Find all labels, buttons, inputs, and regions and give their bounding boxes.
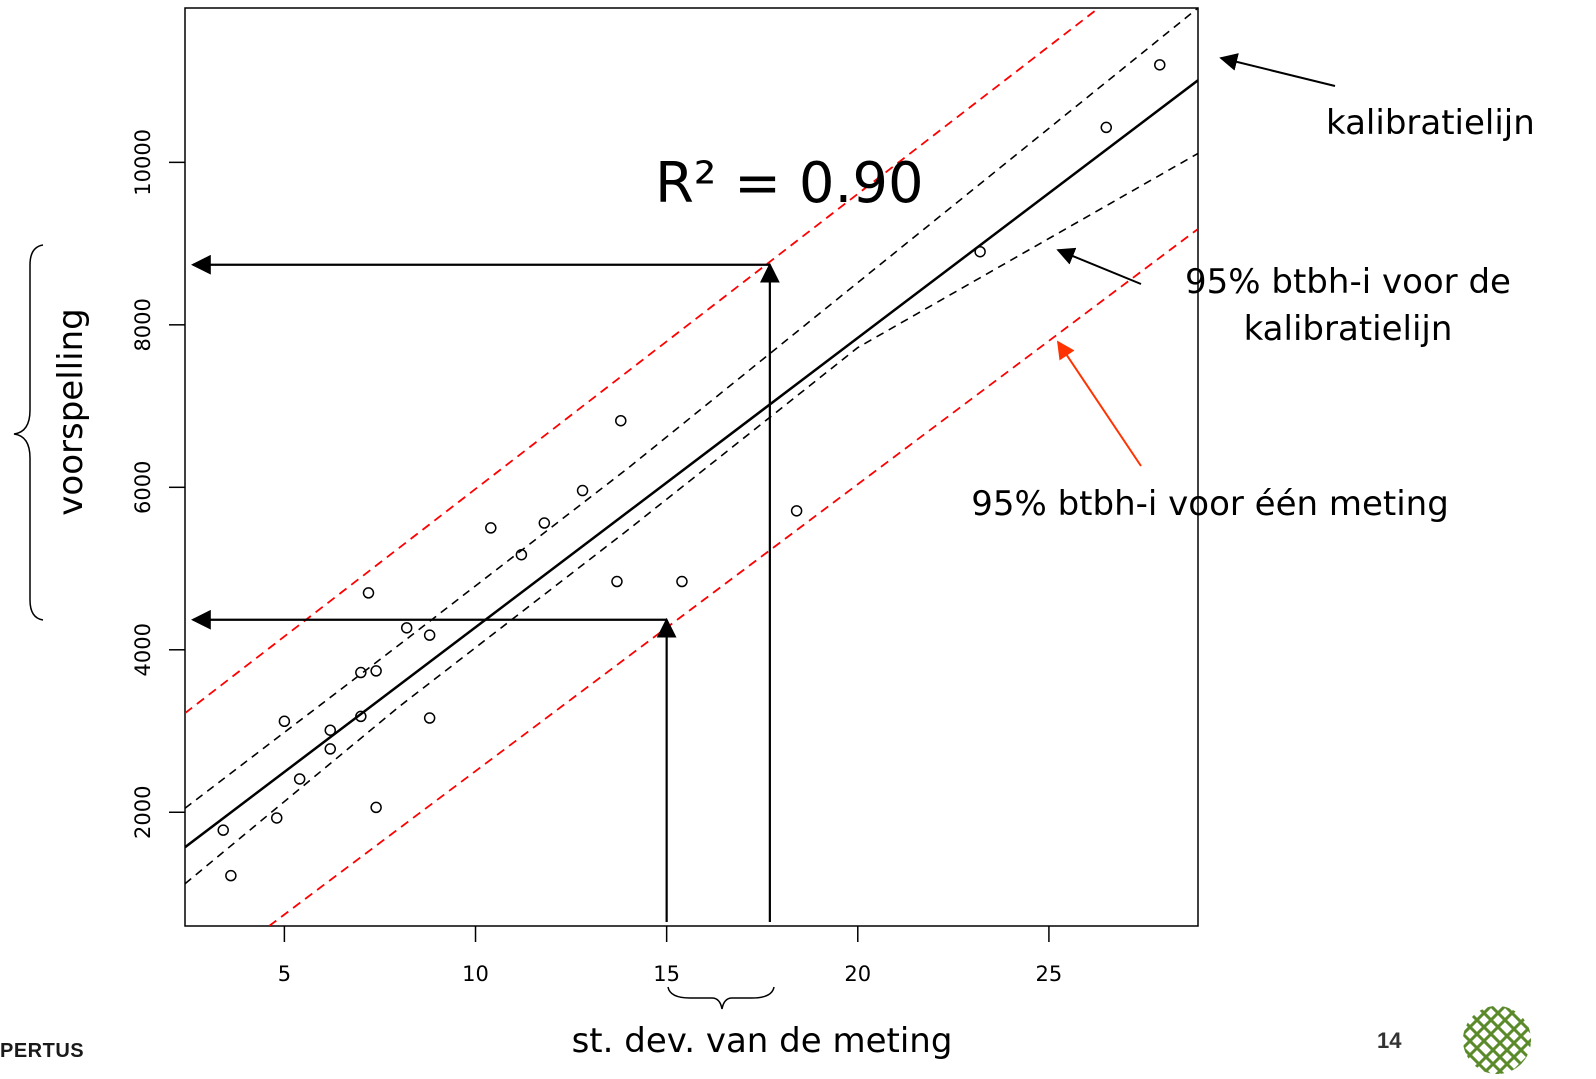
data-point: [615, 414, 627, 427]
prediction-band-upper: [185, 8, 1100, 714]
page-number: 14: [1377, 1028, 1402, 1053]
y-tick-label: 10000: [131, 129, 155, 196]
y-axis: 2000 4000 6000 8000 10000: [131, 129, 185, 839]
data-point: [576, 484, 589, 497]
data-point: [515, 548, 528, 561]
y-tick-label: 6000: [131, 461, 155, 514]
y-axis-label: voorspelling: [51, 308, 91, 515]
x-tick-label: 10: [462, 962, 489, 986]
calibration-line: [185, 79, 1198, 849]
footer-logo-text: PERTUS: [0, 1040, 85, 1062]
annotation-ci-arrow: [1056, 247, 1142, 285]
data-point: [355, 666, 367, 679]
x-tick-label: 5: [278, 962, 291, 986]
data-point: [974, 245, 986, 258]
data-point: [538, 517, 551, 529]
y-axis-brace: [13, 244, 44, 621]
x-axis: 5 10 15 20 25: [278, 926, 1063, 986]
data-point: [293, 773, 306, 785]
data-point: [370, 665, 382, 677]
data-point: [270, 812, 283, 824]
confidence-band-lower: [185, 152, 1198, 885]
x-tick-label: 20: [844, 962, 871, 986]
annotation-pi-arrow: [1056, 340, 1142, 467]
x-tick-label: 15: [653, 962, 680, 986]
data-point: [217, 824, 229, 836]
x-axis-brace: [667, 986, 775, 1010]
data-point: [485, 522, 497, 534]
data-point: [1100, 121, 1113, 134]
data-point: [278, 715, 291, 728]
data-point: [423, 712, 436, 724]
annotation-ci-line1: 95% btbh-i voor de: [1185, 262, 1511, 302]
y-tick-label: 4000: [131, 623, 155, 676]
data-point: [225, 869, 237, 882]
points-layer: [217, 59, 1166, 882]
y-tick-label: 2000: [131, 786, 155, 839]
globe-logo-icon: [1463, 1006, 1531, 1074]
data-point: [1154, 59, 1166, 71]
annotation-ci-line2: kalibratielijn: [1244, 309, 1453, 349]
x-axis-label: st. dev. van de meting: [572, 1021, 953, 1061]
data-point: [324, 724, 337, 736]
x-tick-label: 25: [1036, 962, 1063, 986]
annotation-calibration-arrow: [1219, 53, 1336, 87]
bands-layer: [185, 8, 1198, 926]
data-point: [790, 505, 803, 517]
data-point: [676, 575, 688, 588]
data-point: [423, 629, 436, 641]
data-point: [355, 710, 367, 723]
data-point: [400, 622, 413, 634]
r-squared-label: R² = 0.90: [655, 151, 924, 216]
readout-arrows: [191, 254, 780, 922]
data-point: [611, 575, 623, 588]
data-point: [324, 743, 337, 755]
plot-frame: [184, 7, 1199, 927]
data-point: [370, 801, 382, 814]
data-point: [362, 587, 375, 599]
confidence-band-upper: [185, 8, 1198, 809]
annotation-calibration: kalibratielijn: [1326, 103, 1535, 143]
prediction-band-lower: [268, 228, 1198, 926]
y-tick-label: 8000: [131, 298, 155, 351]
annotation-pi: 95% btbh-i voor één meting: [971, 484, 1449, 524]
